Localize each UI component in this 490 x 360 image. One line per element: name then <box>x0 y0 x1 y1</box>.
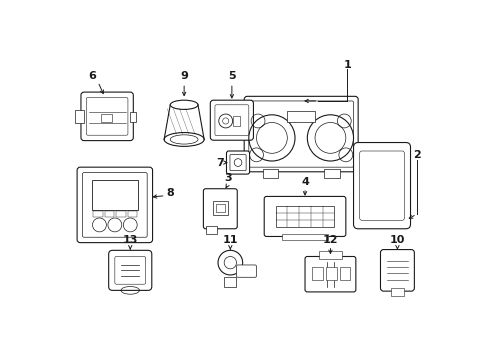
FancyBboxPatch shape <box>305 256 356 292</box>
Text: 10: 10 <box>390 235 405 244</box>
Text: 8: 8 <box>167 188 174 198</box>
Bar <box>93 211 102 217</box>
Bar <box>75 110 84 122</box>
FancyBboxPatch shape <box>86 98 128 135</box>
FancyBboxPatch shape <box>354 143 411 229</box>
Bar <box>263 169 278 178</box>
Bar <box>213 201 228 215</box>
FancyBboxPatch shape <box>244 96 358 172</box>
FancyBboxPatch shape <box>210 100 253 140</box>
Bar <box>324 169 340 178</box>
Text: 5: 5 <box>228 71 236 81</box>
Bar <box>128 211 137 217</box>
FancyBboxPatch shape <box>381 249 415 291</box>
Bar <box>276 206 334 227</box>
Bar <box>105 211 114 217</box>
FancyBboxPatch shape <box>203 189 237 229</box>
FancyBboxPatch shape <box>81 92 133 141</box>
Bar <box>312 266 323 280</box>
FancyBboxPatch shape <box>237 265 257 277</box>
Text: 13: 13 <box>122 235 138 244</box>
Bar <box>319 251 342 259</box>
FancyBboxPatch shape <box>109 250 152 291</box>
Text: 2: 2 <box>413 150 420 160</box>
Bar <box>101 114 112 122</box>
Bar <box>92 180 138 210</box>
Text: 11: 11 <box>222 235 238 244</box>
FancyBboxPatch shape <box>215 105 249 136</box>
FancyBboxPatch shape <box>77 167 152 243</box>
Bar <box>224 276 237 287</box>
Bar <box>340 266 350 280</box>
Bar <box>282 234 328 240</box>
Text: 12: 12 <box>323 235 338 244</box>
FancyBboxPatch shape <box>360 151 404 220</box>
FancyBboxPatch shape <box>82 172 147 237</box>
Bar <box>130 112 136 122</box>
FancyBboxPatch shape <box>249 101 354 167</box>
FancyBboxPatch shape <box>264 197 346 237</box>
Text: 3: 3 <box>224 173 232 183</box>
FancyBboxPatch shape <box>115 256 146 284</box>
Text: 7: 7 <box>217 158 224 167</box>
FancyBboxPatch shape <box>226 151 249 174</box>
Bar <box>392 288 404 296</box>
Text: 6: 6 <box>88 71 96 81</box>
Bar <box>216 204 225 212</box>
Bar <box>206 226 217 234</box>
FancyBboxPatch shape <box>230 154 246 171</box>
Bar <box>326 266 337 280</box>
Bar <box>117 211 125 217</box>
Bar <box>287 111 315 122</box>
Text: 1: 1 <box>343 60 351 70</box>
Text: 4: 4 <box>301 177 309 187</box>
Bar <box>233 116 240 126</box>
Text: 9: 9 <box>180 71 188 81</box>
